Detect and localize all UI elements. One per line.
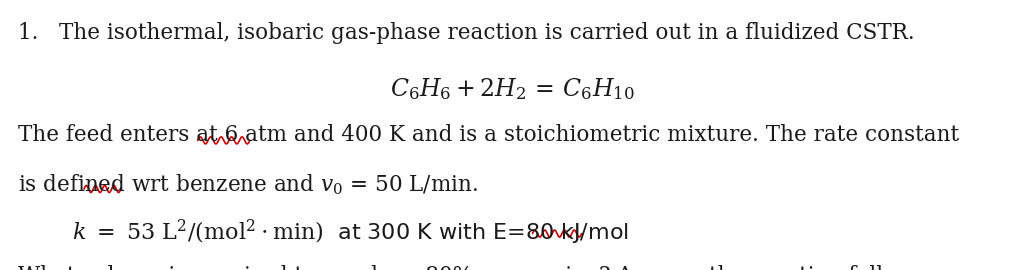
Text: $k\ =\ 53\ \mathrm{L^2/(mol^2 \cdot min)}$  at 300 K with E=80 kJ/mol: $k\ =\ 53\ \mathrm{L^2/(mol^2 \cdot min)… [72,217,629,247]
Text: The feed enters at 6 atm and 400 K and is a stoichiometric mixture. The rate con: The feed enters at 6 atm and 400 K and i… [18,124,959,146]
Text: 1.   The isothermal, isobaric gas-phase reaction is carried out in a fluidized C: 1. The isothermal, isobaric gas-phase re… [18,22,915,43]
Text: is defined wrt benzene and $v_0$ = 50 L/min.: is defined wrt benzene and $v_0$ = 50 L/… [18,173,478,197]
Text: $C_6H_6 + 2H_2\,=\,C_6H_{10}$: $C_6H_6 + 2H_2\,=\,C_6H_{10}$ [390,76,634,102]
Text: What volume is required to reach an 80% conversion? Assume the reaction follows: What volume is required to reach an 80% … [18,265,926,270]
